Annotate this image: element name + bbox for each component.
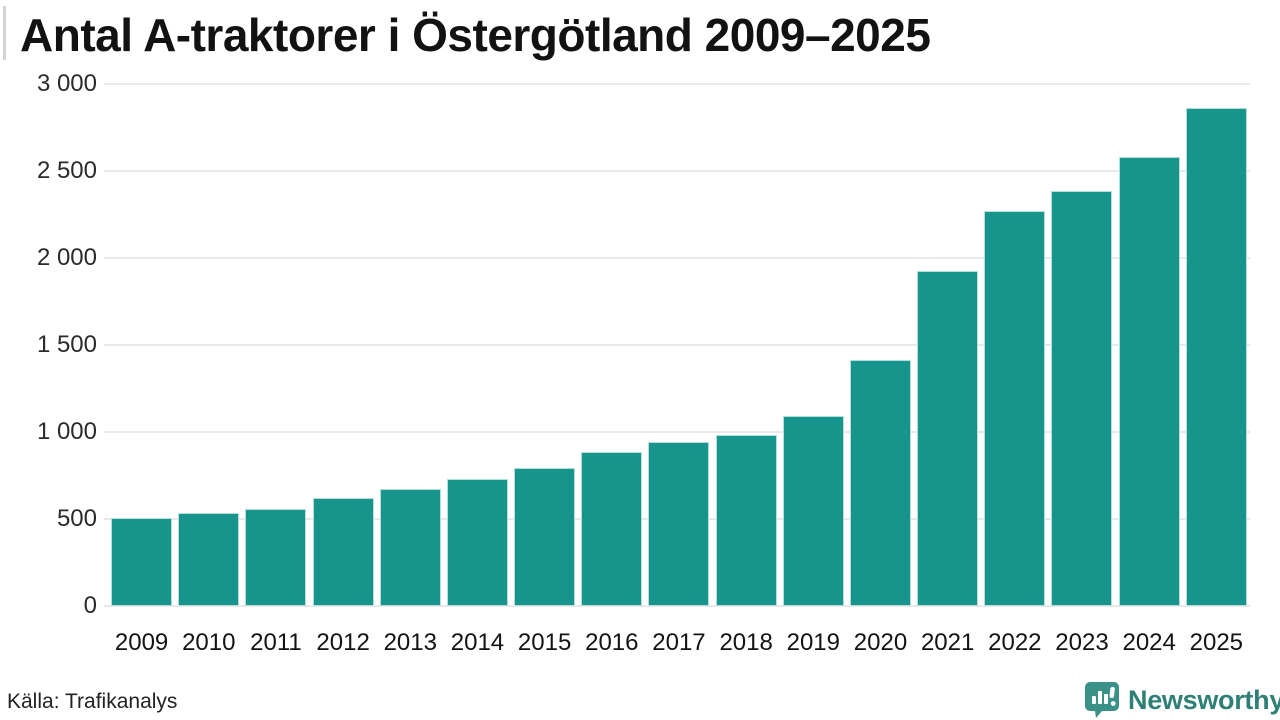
bar-2010 (178, 512, 240, 606)
x-tick-label-2020: 2020 (853, 629, 908, 656)
bar-slot-2019 (780, 84, 847, 606)
bar-slot-2010 (175, 84, 242, 606)
gridline-2000 (104, 257, 1250, 259)
bar-2013 (379, 489, 441, 606)
gridline-3000 (104, 83, 1250, 85)
bar-2017 (648, 441, 710, 606)
x-tick-label-2024: 2024 (1122, 629, 1176, 656)
bar-slot-2017 (645, 84, 712, 606)
bar-slot-2011 (242, 84, 309, 606)
bar-2020 (849, 359, 911, 606)
gridline-0 (104, 605, 1250, 607)
bar-2015 (514, 467, 576, 606)
bar-2012 (312, 498, 374, 606)
x-tick-label-2015: 2015 (517, 629, 572, 656)
bar-2025 (1185, 107, 1247, 606)
x-tick-label-2018: 2018 (719, 629, 773, 656)
bar-2011 (245, 509, 307, 606)
x-tick-label-2025: 2025 (1189, 629, 1244, 656)
newsworthy-speech-bubble-bar-chart-icon (1085, 682, 1119, 718)
bar-slot-2020 (847, 84, 914, 606)
bar-2014 (446, 479, 508, 606)
gridline-1000 (104, 431, 1250, 433)
bar-slot-2022 (981, 84, 1048, 606)
x-tick-label-2023: 2023 (1055, 629, 1109, 656)
bar-series (108, 84, 1250, 606)
source-attribution: Källa: Trafikanalys (7, 690, 178, 713)
chart-title: Antal A-traktorer i Östergötland 2009–20… (20, 9, 931, 61)
bar-slot-2016 (578, 84, 645, 606)
bar-2022 (984, 211, 1046, 606)
x-tick-label-2011: 2011 (250, 629, 302, 656)
bar-slot-2023 (1048, 84, 1115, 606)
x-axis: 2009 2010 2011 2012 2013 2014 2015 2016 2017 2018… (108, 629, 1250, 657)
y-tick-label: 1 000 (36, 418, 97, 445)
x-tick-label-2013: 2013 (383, 629, 437, 656)
bar-slot-2015 (511, 84, 578, 606)
x-tick-label-2021: 2021 (920, 629, 975, 656)
bar-2018 (715, 434, 777, 606)
x-tick-label-2014: 2014 (450, 629, 505, 656)
x-tick-label-2012: 2012 (316, 629, 370, 656)
bar-slot-2014 (444, 84, 511, 606)
y-tick-label: 3 000 (36, 70, 97, 97)
bar-slot-2024 (1116, 84, 1183, 606)
y-tick-label: 2 500 (36, 157, 97, 184)
x-tick-label-2010: 2010 (182, 629, 236, 656)
y-axis: 0 500 1 000 1 500 2 000 2 500 3 000 (0, 70, 97, 619)
screenshot-edge-artifact (3, 6, 6, 60)
bar-2009 (111, 518, 173, 606)
x-tick-label-2017: 2017 (652, 629, 706, 656)
y-tick-label: 1 500 (36, 331, 97, 358)
y-tick-label: 2 000 (36, 244, 97, 271)
x-tick-label-2016: 2016 (585, 629, 639, 656)
plot-area (104, 83, 1250, 607)
x-tick-label-2022: 2022 (988, 629, 1042, 656)
bar-slot-2025 (1183, 84, 1250, 606)
x-tick-label-2019: 2019 (786, 629, 840, 656)
bar-2016 (581, 452, 643, 606)
gridline-2500 (104, 170, 1250, 172)
gridline-1500 (104, 344, 1250, 346)
bar-slot-2013 (377, 84, 444, 606)
bar-2021 (917, 271, 979, 606)
bar-slot-2012 (310, 84, 377, 606)
bar-slot-2021 (914, 84, 981, 606)
bar-2024 (1118, 157, 1180, 606)
y-tick-label: 0 (83, 592, 97, 619)
bar-slot-2009 (108, 84, 175, 606)
bar-2023 (1051, 191, 1113, 606)
newsworthy-wordmark: Newsworthy (1128, 685, 1280, 715)
bar-2019 (782, 415, 844, 606)
y-tick-label: 500 (56, 505, 97, 532)
bar-slot-2018 (713, 84, 780, 606)
newsworthy-logo: Newsworthy (1085, 682, 1280, 718)
x-tick-label-2009: 2009 (114, 629, 169, 656)
